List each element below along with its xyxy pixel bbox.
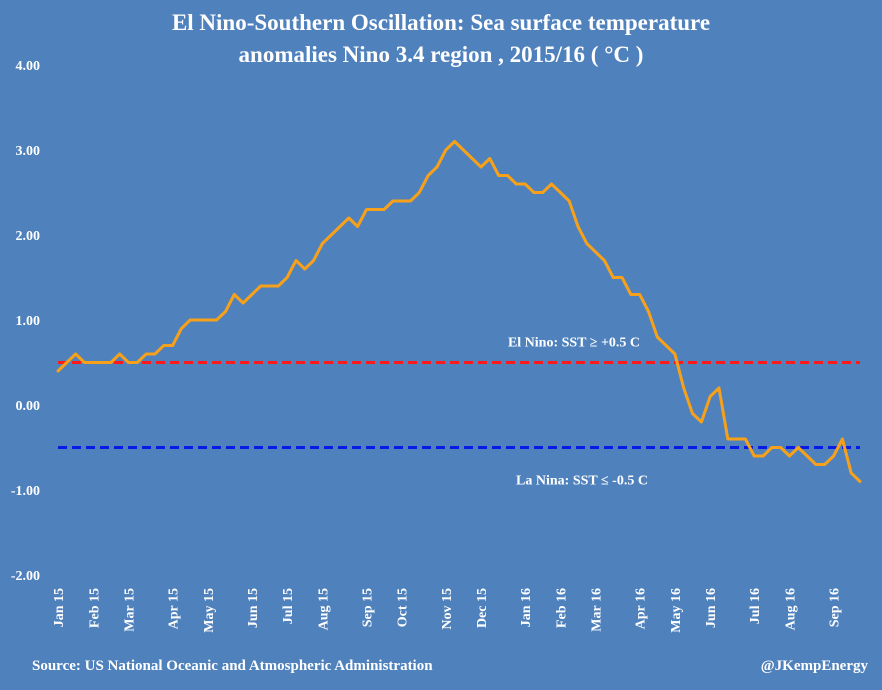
el-nino-threshold-label: El Nino: SST ≥ +0.5 C	[508, 336, 640, 351]
x-tick-label: Sep 16	[828, 588, 843, 627]
la-nina-threshold-label: La Nina: SST ≤ -0.5 C	[516, 474, 648, 489]
x-tick-label: Jan 15	[52, 588, 67, 627]
y-tick-label: 4.00	[16, 59, 41, 74]
x-tick-label: Apr 15	[167, 588, 182, 629]
x-tick-label: Nov 15	[440, 588, 455, 630]
y-tick-label: 1.00	[16, 314, 41, 329]
x-tick-label: Feb 15	[87, 588, 102, 628]
y-tick-label: -1.00	[11, 484, 40, 499]
y-tick-label: 0.00	[16, 399, 41, 414]
x-tick-label: Jul 15	[281, 588, 296, 624]
author-handle: @JKempEnergy	[761, 658, 869, 674]
x-axis: Jan 15 Feb 15 Mar 15 Apr 15 May 15 Jun 15 Jul …	[52, 588, 843, 633]
series-group	[56, 140, 862, 483]
x-tick-label: Aug 15	[316, 588, 331, 630]
sst-anomaly-line	[56, 140, 862, 483]
y-tick-label: 2.00	[16, 229, 41, 244]
x-tick-label: Sep 15	[360, 588, 375, 627]
x-tick-label: Mar 16	[590, 588, 605, 632]
x-tick-label: May 15	[202, 588, 217, 633]
y-tick-label: 3.00	[16, 144, 41, 159]
x-tick-label: Jul 16	[748, 588, 763, 624]
x-tick-label: Jun 16	[704, 588, 719, 628]
threshold-lines: El Nino: SST ≥ +0.5 C La Nina: SST ≤ -0.5…	[58, 336, 860, 489]
x-tick-label: Apr 16	[634, 588, 649, 629]
x-tick-label: Jan 16	[519, 588, 534, 627]
y-axis: 4.00 3.00 2.00 1.00 0.00 -1.00 -2.00	[11, 59, 40, 584]
x-tick-label: Dec 15	[475, 588, 490, 628]
chart-title-line1: El Nino-Southern Oscillation: Sea surfac…	[172, 10, 710, 35]
chart-title-line2: anomalies Nino 3.4 region , 2015/16 ( °C…	[239, 42, 644, 67]
x-tick-label: Aug 16	[783, 588, 798, 630]
y-tick-label: -2.00	[11, 569, 40, 584]
source-note: Source: US National Oceanic and Atmosphe…	[32, 658, 433, 674]
x-tick-label: Feb 16	[554, 588, 569, 628]
x-tick-label: Oct 15	[396, 588, 411, 627]
x-tick-label: Jun 15	[246, 588, 261, 628]
x-tick-label: May 16	[669, 588, 684, 633]
x-tick-label: Mar 15	[123, 588, 138, 632]
